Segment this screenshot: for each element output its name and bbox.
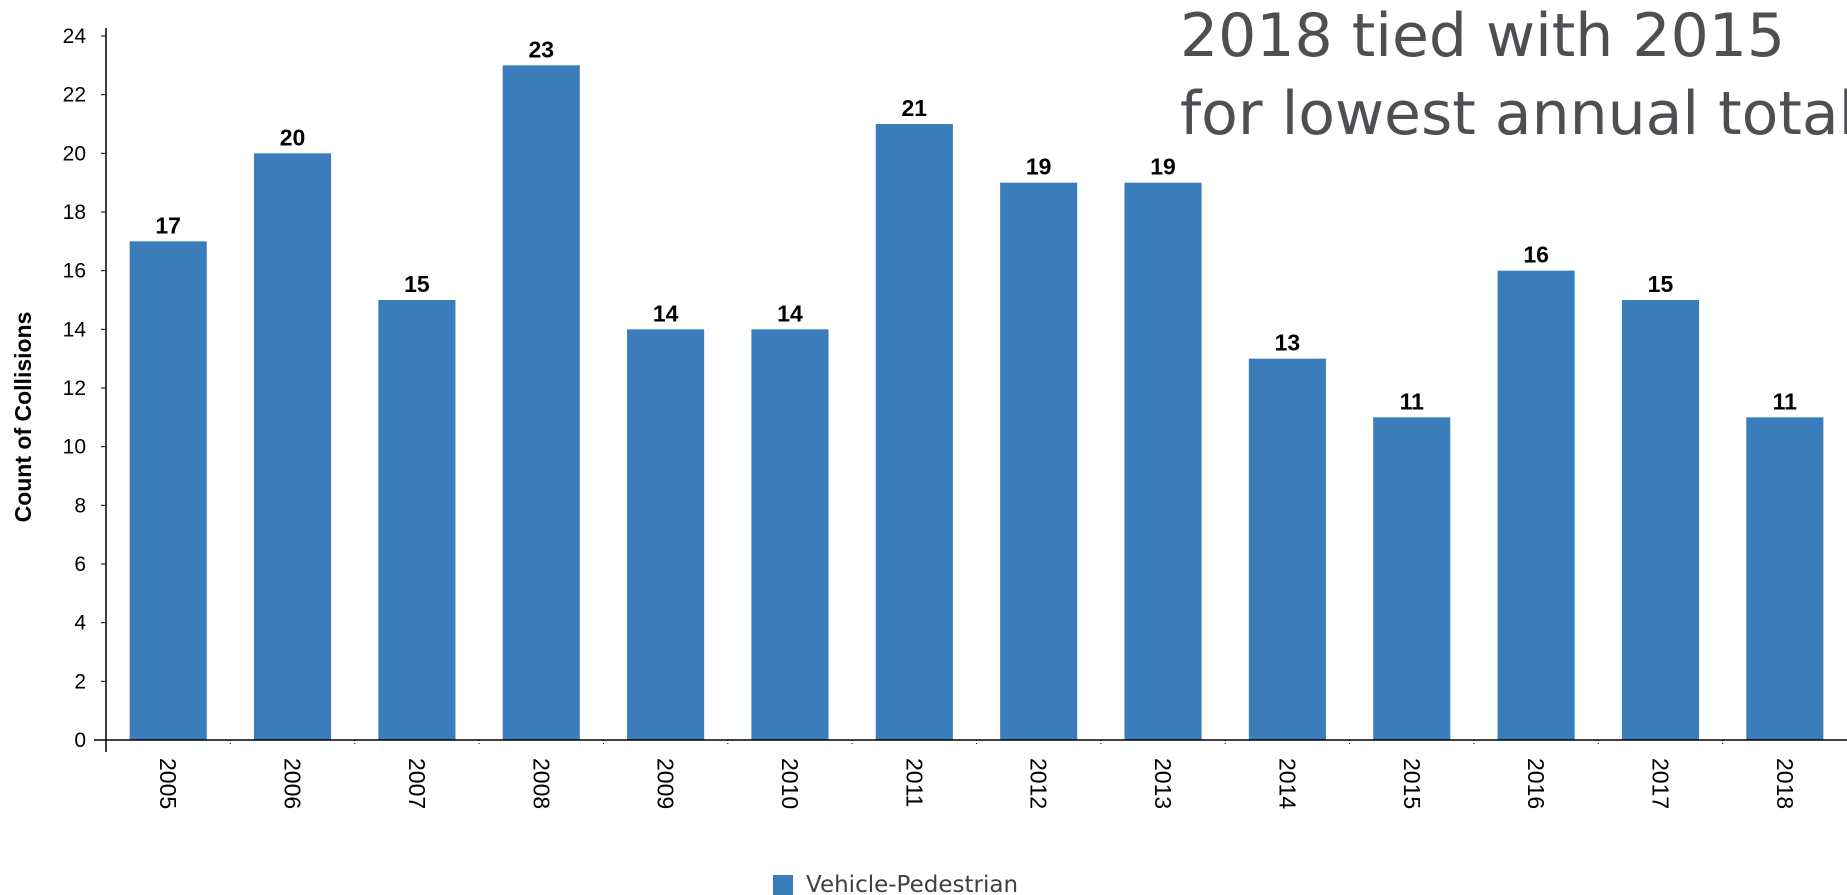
x-tick-label-2007: 2007 <box>404 758 430 809</box>
x-tick-label-2018: 2018 <box>1772 758 1798 809</box>
y-tick-label-24: 24 <box>63 25 87 48</box>
x-tick-label-2009: 2009 <box>653 758 679 809</box>
value-label-2012: 19 <box>1026 154 1052 180</box>
value-label-2016: 16 <box>1523 242 1549 268</box>
bar-2008 <box>502 65 580 740</box>
bar-2010 <box>751 329 829 740</box>
value-labels-group: 17 20 15 23 14 14 21 19 19 13 11 16 15 11 <box>155 36 1797 414</box>
bar-2006 <box>253 153 332 740</box>
value-label-2011: 21 <box>902 95 928 121</box>
value-label-2017: 15 <box>1648 271 1674 297</box>
x-tick-label-2017: 2017 <box>1647 758 1673 809</box>
value-label-2006: 20 <box>280 124 306 150</box>
x-tick-label-2013: 2013 <box>1150 758 1176 809</box>
bar-2007 <box>378 300 456 740</box>
y-tick-label-12: 12 <box>63 377 86 400</box>
axes-group <box>94 28 1847 752</box>
value-label-2010: 14 <box>777 300 803 326</box>
y-tick-label-8: 8 <box>74 494 86 517</box>
legend-label-vehicle-pedestrian: Vehicle-Pedestrian <box>806 872 1018 895</box>
x-tick-label-2011: 2011 <box>901 758 927 807</box>
value-label-2015: 11 <box>1400 388 1425 414</box>
x-tick-label-2015: 2015 <box>1399 758 1425 809</box>
y-axis-label: Count of Collisions <box>10 312 36 523</box>
value-label-2014: 13 <box>1275 330 1301 356</box>
value-label-2008: 23 <box>528 36 554 62</box>
value-label-2013: 19 <box>1150 154 1176 180</box>
bars-group <box>129 65 1824 741</box>
x-ticks-group: 2005 2006 2007 2008 2009 2010 2011 2012 2013 2014… <box>155 740 1798 809</box>
bar-2013 <box>1124 182 1202 741</box>
y-tick-label-6: 6 <box>74 553 86 576</box>
x-tick-label-2008: 2008 <box>528 758 554 809</box>
annotation-line-1: 2018 tied with 2015 <box>1180 1 1785 71</box>
y-tick-label-16: 16 <box>63 260 86 283</box>
value-label-2018: 11 <box>1773 388 1798 414</box>
bar-2009 <box>627 329 705 740</box>
bar-2005 <box>129 241 207 740</box>
chart-annotation: 2018 tied with 2015 for lowest annual to… <box>1180 1 1847 149</box>
x-tick-label-2016: 2016 <box>1523 758 1549 809</box>
x-tick-label-2006: 2006 <box>280 758 306 809</box>
legend-swatch-vehicle-pedestrian <box>773 875 793 895</box>
bar-2014 <box>1248 358 1326 740</box>
x-tick-label-2014: 2014 <box>1274 758 1300 809</box>
bar-2015 <box>1373 417 1451 740</box>
y-tick-label-0: 0 <box>74 729 86 752</box>
y-tick-label-10: 10 <box>63 436 86 459</box>
y-tick-label-18: 18 <box>63 201 86 224</box>
y-tick-label-4: 4 <box>74 612 86 635</box>
y-tick-label-14: 14 <box>63 318 87 341</box>
y-axis-label-group: Count of Collisions <box>10 312 36 523</box>
x-tick-label-2012: 2012 <box>1026 758 1052 809</box>
y-tick-label-2: 2 <box>74 670 86 693</box>
legend: Vehicle-Pedestrian <box>773 872 1018 895</box>
x-tick-label-2010: 2010 <box>777 758 803 809</box>
value-label-2009: 14 <box>653 300 679 326</box>
bar-2017 <box>1621 300 1700 740</box>
bar-2016 <box>1497 270 1575 740</box>
annotation-line-2: for lowest annual total <box>1180 79 1847 149</box>
value-label-2005: 17 <box>155 212 181 238</box>
bar-2011 <box>875 124 953 740</box>
bar-2018 <box>1746 417 1824 740</box>
bar-2012 <box>1000 182 1078 741</box>
y-tick-label-20: 20 <box>63 142 86 165</box>
y-tick-label-22: 22 <box>63 84 86 107</box>
value-label-2007: 15 <box>404 271 430 297</box>
x-tick-label-2005: 2005 <box>155 758 181 809</box>
